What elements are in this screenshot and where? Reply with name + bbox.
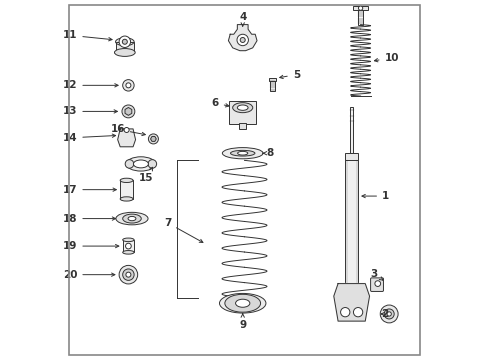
Bar (357, 10, 363, 24)
Text: 10: 10 (374, 53, 398, 63)
Polygon shape (228, 24, 257, 51)
Text: 1: 1 (361, 191, 388, 201)
Ellipse shape (114, 49, 135, 57)
Text: 6: 6 (211, 98, 228, 108)
Ellipse shape (232, 103, 252, 113)
Text: 15: 15 (139, 167, 153, 183)
Text: 9: 9 (239, 314, 246, 330)
Circle shape (119, 265, 138, 284)
Polygon shape (125, 108, 132, 115)
Circle shape (237, 34, 248, 46)
Text: 11: 11 (62, 30, 112, 41)
Circle shape (125, 272, 131, 277)
Circle shape (148, 159, 156, 168)
Ellipse shape (122, 238, 134, 242)
Text: 12: 12 (62, 80, 118, 90)
Ellipse shape (122, 251, 134, 254)
Bar (122, 240, 134, 252)
Ellipse shape (222, 148, 263, 159)
Bar (270, 80, 274, 91)
Circle shape (125, 243, 131, 249)
Ellipse shape (120, 178, 133, 183)
Circle shape (374, 281, 380, 287)
Text: 14: 14 (62, 133, 115, 143)
Circle shape (353, 307, 362, 317)
Circle shape (240, 37, 244, 42)
Polygon shape (150, 136, 156, 141)
Circle shape (119, 36, 130, 48)
Text: 2: 2 (381, 309, 388, 319)
Bar (229, 100, 256, 124)
Text: 7: 7 (163, 218, 203, 242)
Ellipse shape (128, 216, 136, 221)
Bar (239, 123, 246, 130)
Text: 16: 16 (110, 124, 145, 136)
Ellipse shape (122, 214, 141, 223)
Ellipse shape (126, 157, 155, 171)
Circle shape (122, 269, 134, 280)
Ellipse shape (219, 293, 265, 313)
Bar (345, 159, 357, 284)
Circle shape (380, 305, 397, 323)
Ellipse shape (120, 197, 133, 201)
Bar (120, 180, 133, 199)
Bar (115, 42, 134, 53)
Circle shape (386, 312, 390, 316)
FancyBboxPatch shape (370, 278, 383, 292)
Circle shape (125, 159, 134, 168)
Bar (352, 6, 367, 10)
Polygon shape (333, 284, 369, 321)
Circle shape (148, 134, 158, 144)
Ellipse shape (224, 294, 260, 312)
Circle shape (122, 80, 134, 91)
Circle shape (340, 307, 349, 317)
Text: 13: 13 (62, 107, 117, 116)
Circle shape (384, 309, 393, 319)
Text: 4: 4 (239, 13, 246, 26)
Ellipse shape (237, 105, 247, 111)
Bar (268, 78, 275, 81)
Polygon shape (118, 129, 135, 147)
Ellipse shape (237, 151, 247, 155)
Ellipse shape (115, 38, 134, 46)
Text: 17: 17 (62, 185, 116, 195)
Text: 5: 5 (279, 69, 299, 80)
Bar (115, 42, 134, 53)
Bar (349, 107, 352, 153)
Circle shape (125, 83, 131, 88)
Text: 3: 3 (369, 269, 382, 280)
Text: 20: 20 (62, 270, 115, 280)
Text: 19: 19 (63, 241, 119, 251)
Bar (345, 153, 357, 159)
Ellipse shape (116, 212, 148, 225)
Circle shape (122, 39, 127, 44)
Ellipse shape (235, 299, 249, 307)
Ellipse shape (230, 150, 254, 156)
Circle shape (122, 105, 135, 118)
Circle shape (358, 6, 362, 10)
Ellipse shape (133, 160, 148, 168)
Circle shape (124, 127, 129, 132)
Text: 8: 8 (263, 148, 273, 158)
Text: 18: 18 (62, 213, 115, 224)
